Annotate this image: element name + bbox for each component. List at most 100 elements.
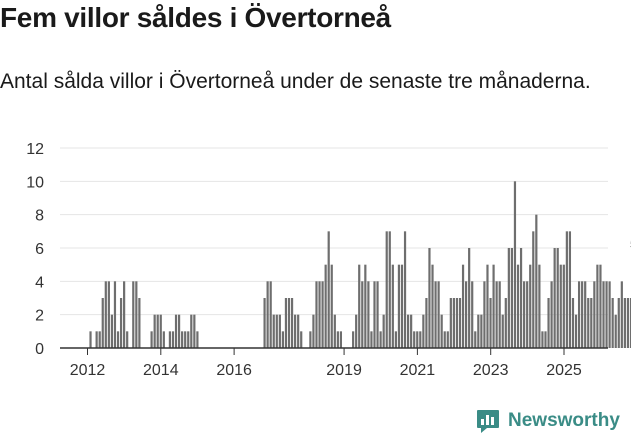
bar	[477, 314, 480, 348]
bar	[382, 314, 385, 348]
bar	[449, 298, 452, 348]
bar	[284, 298, 288, 348]
bar	[95, 331, 98, 348]
bar	[553, 248, 556, 348]
bar	[184, 331, 187, 348]
bar	[123, 281, 126, 348]
annotations: 5	[630, 236, 631, 253]
bar	[190, 314, 193, 348]
bar	[422, 314, 425, 348]
bar	[294, 314, 297, 348]
bar	[623, 298, 626, 348]
bar	[480, 314, 483, 348]
bar	[413, 331, 416, 348]
bar	[440, 314, 443, 348]
bar	[602, 281, 605, 348]
bar	[516, 264, 520, 348]
bar	[193, 314, 196, 348]
bar	[596, 264, 599, 348]
bar	[174, 314, 178, 348]
y-tick-label: 4	[35, 274, 44, 291]
bar	[370, 331, 373, 348]
bar	[437, 281, 440, 348]
bar	[269, 281, 272, 348]
bar	[568, 231, 572, 348]
bar	[547, 298, 550, 348]
bar	[523, 281, 526, 348]
bar	[89, 331, 92, 348]
bar	[336, 331, 339, 348]
bar	[541, 331, 544, 348]
bar	[278, 314, 281, 348]
bar	[465, 281, 468, 348]
bar	[321, 281, 324, 348]
latest-value-label: 5	[630, 236, 631, 253]
bar	[330, 264, 333, 348]
bar	[391, 264, 394, 348]
bar	[162, 331, 165, 348]
bar-chart: 0 2 4 6 8 10 12 2012 2014 2016 2019 2021 2023 2025 5	[26, 141, 631, 379]
bar	[400, 264, 404, 348]
bar	[492, 264, 495, 348]
bar	[403, 231, 407, 348]
bar	[300, 331, 303, 348]
bar	[571, 298, 575, 348]
bar	[434, 281, 437, 348]
x-tick-label: 2021	[400, 362, 436, 379]
bar	[565, 231, 568, 348]
bar	[333, 314, 336, 348]
chart-subtitle: Antal sålda villor i Övertorneå under de…	[0, 70, 591, 93]
bar-chart-badge-icon	[477, 410, 499, 433]
bar	[584, 281, 587, 348]
bar	[138, 298, 141, 348]
bar	[501, 314, 504, 348]
bar	[171, 331, 175, 348]
bar	[428, 248, 431, 348]
bar	[281, 331, 284, 348]
bar	[373, 281, 376, 348]
bar	[544, 331, 547, 348]
bar	[590, 298, 593, 348]
bar	[532, 231, 535, 348]
bar	[116, 331, 120, 348]
y-tick-label: 8	[35, 208, 44, 225]
bar	[263, 298, 266, 348]
bar	[266, 281, 269, 348]
x-tick-label: 2016	[216, 362, 252, 379]
bar	[406, 314, 410, 348]
bar	[556, 248, 559, 348]
bar-series	[89, 181, 631, 348]
bar	[272, 314, 275, 348]
bar	[355, 314, 358, 348]
bar	[177, 314, 181, 348]
bar	[119, 298, 123, 348]
bar	[614, 314, 617, 348]
bar	[110, 314, 114, 348]
bar	[461, 264, 465, 348]
bar	[379, 331, 382, 348]
bar	[367, 281, 370, 348]
y-tick-label: 12	[26, 141, 44, 158]
bar	[290, 298, 294, 348]
bar	[431, 264, 434, 348]
bar	[458, 298, 462, 348]
y-tick-label: 0	[35, 341, 44, 358]
bar	[104, 281, 107, 348]
newsworthy-logo[interactable]: Newsworthy	[475, 405, 620, 437]
bar	[364, 264, 367, 348]
bar	[312, 314, 315, 348]
axes: 2012 2014 2016 2019 2021 2023 2025	[60, 347, 608, 379]
bar	[339, 331, 343, 348]
bar	[101, 298, 104, 348]
bar	[489, 298, 492, 348]
bar	[605, 281, 608, 348]
bar	[559, 264, 562, 348]
bar	[98, 331, 101, 348]
bar	[309, 331, 312, 348]
x-tick-label: 2014	[143, 362, 179, 379]
bar	[113, 281, 117, 348]
bar	[135, 281, 138, 348]
y-tick-label: 10	[26, 174, 44, 191]
bar	[495, 281, 498, 348]
bar	[593, 281, 596, 348]
